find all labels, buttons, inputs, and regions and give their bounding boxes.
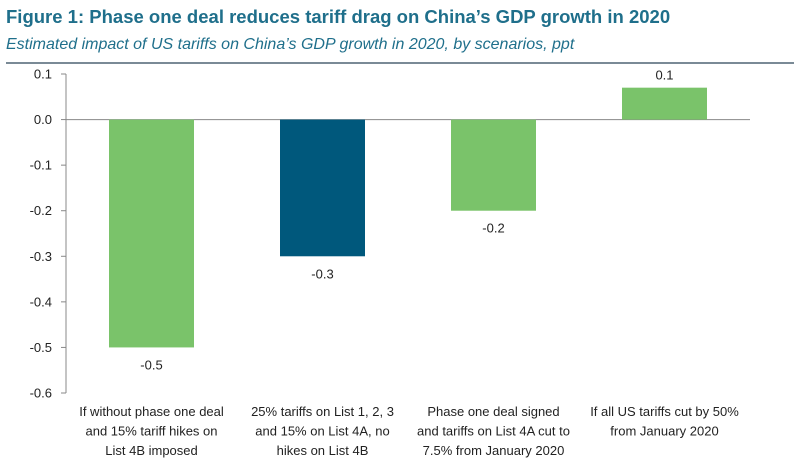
- y-tick-label: -0.2: [30, 203, 52, 218]
- chart-title: Figure 1: Phase one deal reduces tariff …: [6, 6, 671, 27]
- y-tick-label: -0.5: [30, 340, 52, 355]
- y-tick-label: 0.1: [34, 67, 52, 82]
- category-label: 25% tariffs on List 1, 2, 3 and 15% on Li…: [251, 404, 394, 458]
- data-label: 0.1: [655, 68, 673, 83]
- y-tick-label: -0.6: [30, 386, 52, 401]
- y-tick-label: -0.3: [30, 249, 52, 264]
- chart-subtitle: Estimated impact of US tariffs on China’…: [6, 36, 575, 53]
- y-tick-label: 0.0: [34, 112, 52, 127]
- data-label: -0.3: [311, 266, 333, 281]
- category-label: If without phase one deal and 15% tariff …: [79, 404, 224, 458]
- data-label: -0.5: [140, 357, 162, 372]
- bar: [109, 119, 194, 348]
- y-tick-label: -0.1: [30, 158, 52, 173]
- bar: [622, 87, 707, 120]
- data-label: -0.2: [482, 221, 504, 236]
- bar: [280, 119, 365, 257]
- title-rule: [6, 62, 794, 64]
- y-tick-label: -0.4: [30, 294, 52, 309]
- bar: [451, 119, 536, 211]
- category-label: If all US tariffs cut by 50% from January…: [590, 404, 739, 439]
- category-label: Phase one deal signed and tariffs on List…: [417, 404, 570, 458]
